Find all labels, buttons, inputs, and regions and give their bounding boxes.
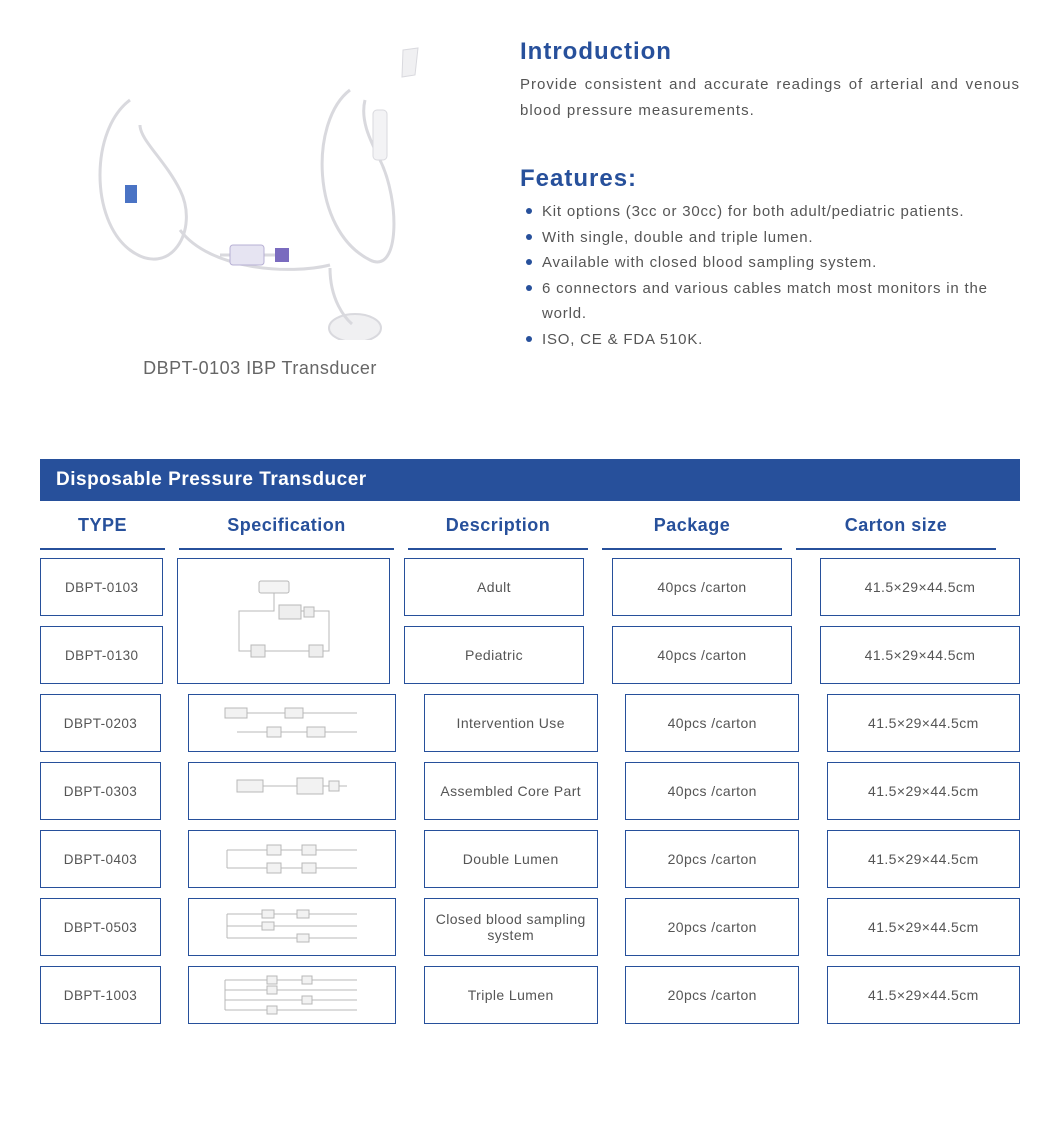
intro-title: Introduction	[520, 38, 1020, 66]
cell-carton: 41.5×29×44.5cm	[820, 558, 1020, 616]
product-caption: DBPT-0103 IBP Transducer	[143, 358, 377, 379]
spec-diagram-icon	[207, 768, 377, 814]
spec-diagram-icon	[199, 571, 369, 671]
col-header-carton: Carton size	[796, 507, 996, 550]
cell-carton: 41.5×29×44.5cm	[827, 966, 1020, 1024]
col-header-spec: Specification	[179, 507, 394, 550]
cell-pack: 20pcs /carton	[625, 966, 799, 1024]
col-header-pack: Package	[602, 507, 782, 550]
table-row: DBPT-0203 Intervention Use 40pcs /carton 41…	[40, 694, 1020, 752]
cell-carton: 41.5×29×44.5cm	[827, 830, 1020, 888]
cell-pack: 40pcs /carton	[612, 626, 792, 684]
cell-desc: Triple Lumen	[424, 966, 598, 1024]
cell-type: DBPT-0303	[40, 762, 161, 820]
table-section: Disposable Pressure Transducer TYPE Spec…	[40, 459, 1020, 1024]
table-row-group: DBPT-0103 DBPT-0130 Adult 40pcs /carton	[40, 558, 1020, 684]
cell-pack: 40pcs /carton	[612, 558, 792, 616]
cell-spec	[188, 830, 396, 888]
cell-pack: 40pcs /carton	[625, 694, 799, 752]
spec-diagram-icon	[207, 972, 377, 1018]
cell-spec	[188, 762, 396, 820]
cell-desc: Double Lumen	[424, 830, 598, 888]
cell-carton: 41.5×29×44.5cm	[827, 762, 1020, 820]
product-image	[70, 30, 450, 340]
features-list: Kit options (3cc or 30cc) for both adult…	[520, 199, 1020, 352]
feature-item: Available with closed blood sampling sys…	[526, 250, 1020, 276]
table-row: DBPT-0403 Double Lumen 20pcs /carton 41.5×2…	[40, 830, 1020, 888]
cell-type: DBPT-0130	[40, 626, 163, 684]
cell-pack: 20pcs /carton	[625, 898, 799, 956]
cell-spec	[188, 694, 396, 752]
cell-type: DBPT-0103	[40, 558, 163, 616]
cell-type: DBPT-0403	[40, 830, 161, 888]
transducer-illustration	[70, 30, 450, 340]
cell-desc: Intervention Use	[424, 694, 598, 752]
table-row: DBPT-0303 Assembled Core Part 40pcs /carto…	[40, 762, 1020, 820]
info-area: Introduction Provide consistent and accu…	[520, 30, 1020, 379]
cell-pack: 40pcs /carton	[625, 762, 799, 820]
features-title: Features:	[520, 165, 1020, 193]
cell-type: DBPT-0503	[40, 898, 161, 956]
table-header-row: TYPE Specification Description Package C…	[40, 507, 1020, 550]
top-section: DBPT-0103 IBP Transducer Introduction Pr…	[40, 30, 1020, 379]
table-title: Disposable Pressure Transducer	[40, 459, 1020, 501]
cell-pack: 20pcs /carton	[625, 830, 799, 888]
spec-diagram-icon	[207, 700, 377, 746]
cell-desc: Assembled Core Part	[424, 762, 598, 820]
cell-type: DBPT-0203	[40, 694, 161, 752]
table-row: DBPT-0503 Closed blood sampling system 20p…	[40, 898, 1020, 956]
cell-carton: 41.5×29×44.5cm	[820, 626, 1020, 684]
cell-desc: Adult	[404, 558, 584, 616]
feature-item: ISO, CE & FDA 510K.	[526, 327, 1020, 353]
cell-desc: Pediatric	[404, 626, 584, 684]
feature-item: With single, double and triple lumen.	[526, 225, 1020, 251]
feature-item: 6 connectors and various cables match mo…	[526, 276, 1020, 327]
spec-diagram-icon	[207, 904, 377, 950]
col-header-type: TYPE	[40, 507, 165, 550]
cell-type: DBPT-1003	[40, 966, 161, 1024]
intro-text: Provide consistent and accurate readings…	[520, 72, 1020, 123]
table-row: DBPT-1003 Triple Lumen 20pcs /carton 41.5×2…	[40, 966, 1020, 1024]
cell-carton: 41.5×29×44.5cm	[827, 694, 1020, 752]
col-header-desc: Description	[408, 507, 588, 550]
product-area: DBPT-0103 IBP Transducer	[40, 30, 480, 379]
cell-carton: 41.5×29×44.5cm	[827, 898, 1020, 956]
cell-spec	[177, 558, 390, 684]
feature-item: Kit options (3cc or 30cc) for both adult…	[526, 199, 1020, 225]
cell-desc: Closed blood sampling system	[424, 898, 598, 956]
spec-diagram-icon	[207, 836, 377, 882]
cell-spec	[188, 966, 396, 1024]
cell-spec	[188, 898, 396, 956]
